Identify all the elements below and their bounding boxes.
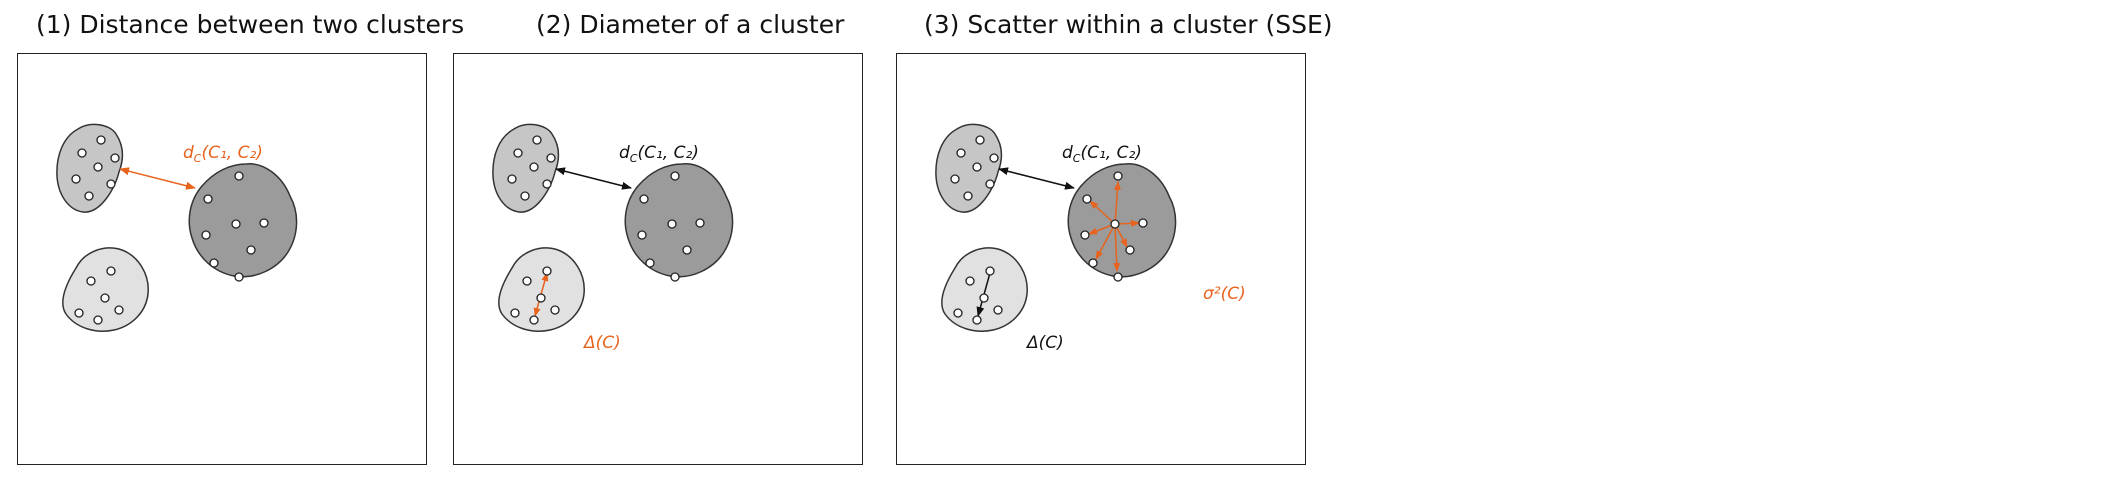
data-points <box>507 135 705 325</box>
distance-arrow <box>119 167 196 190</box>
diameter-label: Δ(C) <box>582 333 621 353</box>
cluster-c3 <box>62 247 149 332</box>
cluster-c2 <box>188 163 298 278</box>
panel-2-diameter: dC(C₁, C₂) Δ(C) <box>453 53 863 465</box>
scatter-arrows <box>1088 181 1140 272</box>
distance-arrow <box>555 167 632 190</box>
cluster-c2 <box>1067 163 1177 278</box>
cluster-c2 <box>624 163 734 278</box>
cluster-c1 <box>56 123 124 213</box>
panel-1-diagram: dC(C₁, C₂) <box>56 123 298 332</box>
panel-1-title: (1) Distance between two clusters <box>36 10 465 39</box>
cluster-c1 <box>935 123 1003 213</box>
panel-3-title: (3) Scatter within a cluster (SSE) <box>924 10 1333 39</box>
distance-label: dC(C₁, C₂) <box>1062 143 1142 165</box>
cluster-c3 <box>941 247 1028 332</box>
panel-2-title: (2) Diameter of a cluster <box>536 10 845 39</box>
distance-label: dC(C₁, C₂) <box>183 143 263 165</box>
cluster-c1 <box>492 123 560 213</box>
distance-label: dC(C₁, C₂) <box>619 143 699 165</box>
data-points <box>950 135 1148 325</box>
cluster-c3 <box>498 247 585 332</box>
data-points <box>71 135 269 325</box>
diameter-label: Δ(C) <box>1025 333 1064 353</box>
distance-arrow <box>998 167 1075 190</box>
panel-3-scatter: dC(C₁, C₂) Δ(C) σ²(C) <box>896 53 1306 465</box>
panel-2-diagram: dC(C₁, C₂) Δ(C) <box>492 123 734 353</box>
scatter-label: σ²(C) <box>1203 284 1246 304</box>
panel-3-diagram: dC(C₁, C₂) Δ(C) σ²(C) <box>935 123 1246 353</box>
panel-1-distance: dC(C₁, C₂) <box>17 53 427 465</box>
